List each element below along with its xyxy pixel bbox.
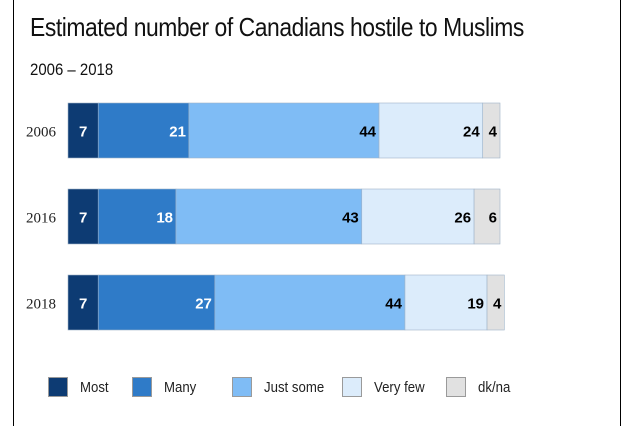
bar-segment-2016-very-few: [361, 188, 475, 245]
legend-swatch: [232, 377, 252, 397]
data-label-2006-just-some: 44: [359, 124, 376, 141]
chart-title: Estimated number of Canadians hostile to…: [30, 12, 524, 42]
category-label-2016: 2016: [26, 211, 57, 227]
data-label-2006-very-few: 24: [463, 124, 480, 141]
bar-segment-2006-very-few: [378, 102, 484, 159]
bar-segment-2016-most: [67, 188, 99, 245]
data-label-2018-dk-na: 4: [493, 296, 502, 313]
chart-subtitle: 2006 – 2018: [30, 60, 114, 79]
data-label-2006-many: 21: [169, 124, 186, 141]
data-label-2016-just-some: 43: [342, 210, 359, 227]
bar-segment-2018-many: [97, 274, 216, 331]
legend-item-many: Many: [132, 375, 201, 399]
category-label-2018: 2018: [26, 297, 56, 313]
data-label-2016-very-few: 26: [454, 210, 471, 227]
bar-segment-2016-many: [97, 188, 177, 245]
bar-segment-2018-dk-na: [486, 274, 505, 331]
legend-item-most: Most: [48, 375, 113, 399]
data-label-2018-many: 27: [195, 296, 212, 313]
bar-segment-2018-very-few: [404, 274, 488, 331]
legend-label: Most: [80, 378, 109, 396]
legend-label: Very few: [374, 378, 425, 396]
data-label-2016-many: 18: [156, 210, 173, 227]
legend-item-very-few: Very few: [342, 375, 432, 399]
legend-item-just-some: Just some: [232, 375, 332, 399]
bar-segment-2006-dk-na: [482, 102, 501, 159]
data-label-2018-most: 7: [79, 296, 87, 313]
legend-label: dk/na: [478, 378, 511, 396]
data-label-2018-very-few: 19: [467, 296, 484, 313]
bar-segment-2016-dk-na: [473, 188, 501, 245]
bar-segment-2006-many: [97, 102, 190, 159]
data-label-2018-just-some: 44: [385, 296, 402, 313]
legend-label: Many: [164, 378, 197, 396]
data-label-2006-dk-na: 4: [489, 124, 498, 141]
data-label-2016-most: 7: [79, 210, 87, 227]
legend-swatch: [132, 377, 152, 397]
bar-segment-2006-most: [67, 102, 99, 159]
legend-swatch: [48, 377, 68, 397]
category-label-2006: 2006: [26, 125, 57, 141]
bar-segment-2006-just-some: [188, 102, 380, 159]
legend-item-dk-na: dk/na: [446, 375, 515, 399]
legend-label: Just some: [264, 378, 325, 396]
bar-segment-2018-just-some: [214, 274, 406, 331]
bar-segment-2018-most: [67, 274, 99, 331]
legend-swatch: [342, 377, 362, 397]
legend-swatch: [446, 377, 466, 397]
data-label-2016-dk-na: 6: [489, 210, 497, 227]
data-label-2006-most: 7: [79, 124, 87, 141]
bar-segment-2016-just-some: [175, 188, 363, 245]
